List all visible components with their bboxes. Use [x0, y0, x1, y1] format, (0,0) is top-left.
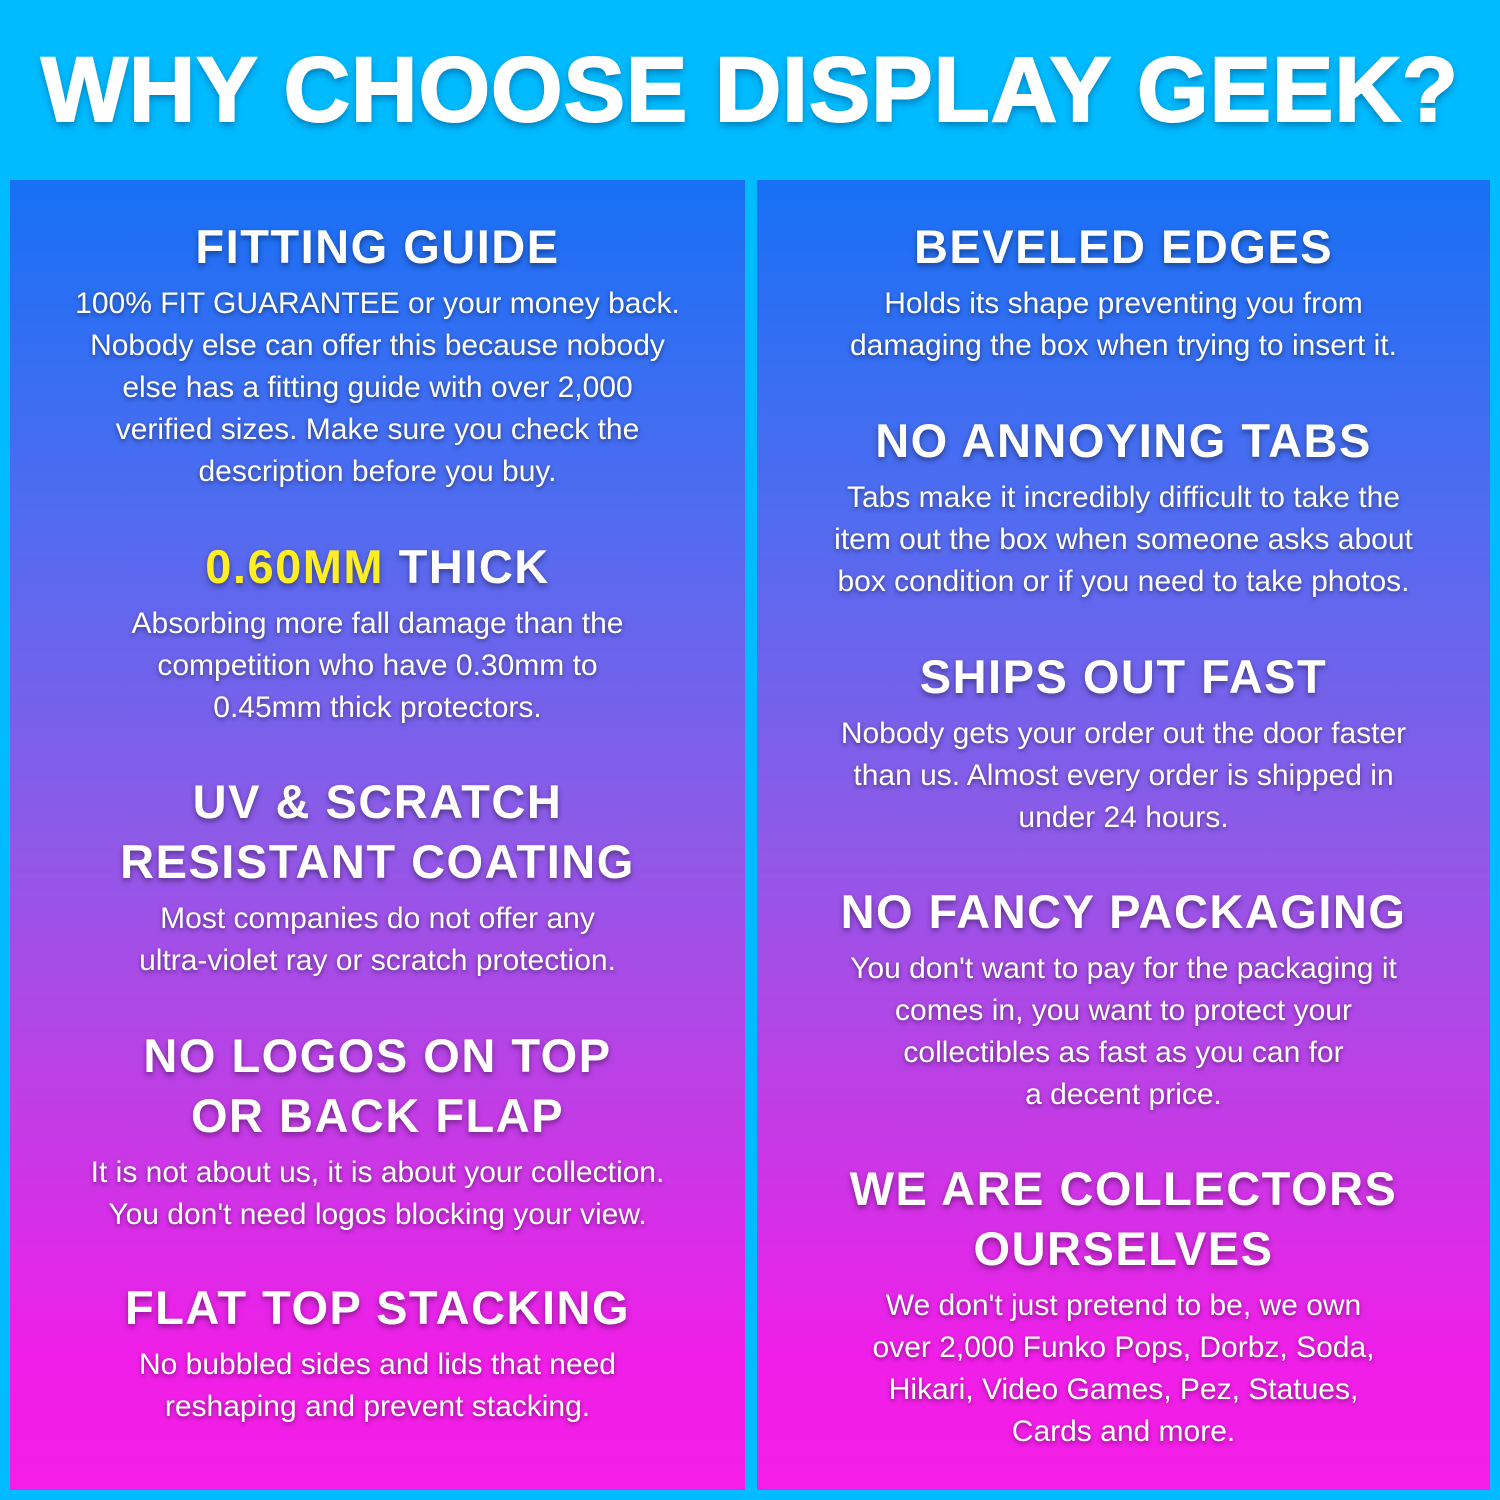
feature-description-line: over 2,000 Funko Pops, Dorbz, Soda, — [872, 1331, 1375, 1364]
feature-description-line: Nobody gets your order out the door fast… — [840, 717, 1407, 750]
feature-description-line: damaging the box when trying to insert i… — [850, 329, 1397, 362]
feature-description: Holds its shape preventing you from damag… — [757, 283, 1490, 367]
feature-heading: FITTING GUIDE — [10, 217, 745, 277]
feature-heading-text: THICK — [398, 540, 550, 593]
feature-section: FLAT TOP STACKING No bubbled sides and li… — [10, 1278, 745, 1428]
feature-heading-line: NO FANCY PACKAGING — [757, 882, 1490, 942]
feature-heading-text: NO ANNOYING TABS — [875, 414, 1372, 467]
feature-heading-text: FITTING GUIDE — [195, 220, 560, 273]
feature-heading: FLAT TOP STACKING — [10, 1278, 745, 1338]
feature-description-line: 100% FIT GUARANTEE or your money back. — [75, 287, 680, 320]
feature-description: Absorbing more fall damage than the compe… — [10, 603, 745, 729]
feature-description-line: than us. Almost every order is shipped i… — [853, 759, 1394, 792]
feature-description-line: Nobody else can offer this because nobod… — [90, 329, 665, 362]
feature-section: NO FANCY PACKAGING You don't want to pay … — [757, 882, 1490, 1116]
feature-heading-line: 0.60MM THICK — [10, 537, 745, 597]
feature-description: You don't want to pay for the packaging … — [757, 948, 1490, 1116]
feature-heading-line: FLAT TOP STACKING — [10, 1278, 745, 1338]
feature-description-line: item out the box when someone asks about — [834, 523, 1413, 556]
feature-description: We don't just pretend to be, we own over … — [757, 1285, 1490, 1453]
feature-description-line: Absorbing more fall damage than the — [131, 607, 624, 640]
feature-heading: UV & SCRATCH RESISTANT COATING — [10, 772, 745, 892]
feature-heading-text: UV & SCRATCH — [192, 775, 563, 828]
feature-heading: 0.60MM THICK — [10, 537, 745, 597]
feature-section: 0.60MM THICK Absorbing more fall damage t… — [10, 537, 745, 729]
feature-description-line: ultra-violet ray or scratch protection. — [139, 944, 616, 977]
feature-description-line: We don't just pretend to be, we own — [885, 1289, 1362, 1322]
feature-description: No bubbled sides and lids that need resha… — [10, 1344, 745, 1428]
feature-description-line: collectibles as fast as you can for — [903, 1036, 1344, 1069]
feature-description-line: description before you buy. — [198, 455, 557, 488]
feature-description-line: Tabs make it incredibly difficult to tak… — [846, 481, 1401, 514]
feature-heading-line: RESISTANT COATING — [10, 832, 745, 892]
feature-description-line: under 24 hours. — [1018, 801, 1229, 834]
feature-description-line: Cards and more. — [1011, 1415, 1236, 1448]
feature-heading: NO FANCY PACKAGING — [757, 882, 1490, 942]
feature-heading-text: OURSELVES — [973, 1222, 1274, 1275]
feature-heading: WE ARE COLLECTORS OURSELVES — [757, 1159, 1490, 1279]
feature-section: WE ARE COLLECTORS OURSELVES We don't just … — [757, 1159, 1490, 1453]
feature-section: UV & SCRATCH RESISTANT COATING Most compan… — [10, 772, 745, 982]
feature-heading-text: RESISTANT COATING — [120, 835, 635, 888]
feature-description: It is not about us, it is about your col… — [10, 1152, 745, 1236]
feature-description-line: else has a fitting guide with over 2,000 — [122, 371, 633, 404]
page-title: WHY CHOOSE DISPLAY GEEK? — [40, 38, 1459, 142]
feature-heading-line: FITTING GUIDE — [10, 217, 745, 277]
feature-description-line: verified sizes. Make sure you check the — [115, 413, 640, 446]
feature-heading-text: SHIPS OUT FAST — [919, 650, 1328, 703]
feature-description-line: 0.45mm thick protectors. — [213, 691, 542, 724]
feature-heading: SHIPS OUT FAST — [757, 647, 1490, 707]
feature-section: FITTING GUIDE 100% FIT GUARANTEE or your … — [10, 217, 745, 493]
feature-description-line: Hikari, Video Games, Pez, Statues, — [888, 1373, 1359, 1406]
feature-heading-line: SHIPS OUT FAST — [757, 647, 1490, 707]
feature-section: NO LOGOS ON TOP OR BACK FLAP It is not abo… — [10, 1026, 745, 1236]
feature-section: SHIPS OUT FAST Nobody gets your order out… — [757, 647, 1490, 839]
feature-heading-text: FLAT TOP STACKING — [124, 1281, 631, 1334]
feature-description-line: competition who have 0.30mm to — [157, 649, 598, 682]
feature-description: Most companies do not offer any ultra-vio… — [10, 898, 745, 982]
feature-heading-line: OR BACK FLAP — [10, 1086, 745, 1146]
feature-description-line: You don't need logos blocking your view. — [108, 1198, 647, 1231]
feature-description-line: No bubbled sides and lids that need — [138, 1348, 616, 1381]
feature-description-line: box condition or if you need to take pho… — [837, 565, 1410, 598]
feature-description-line: a decent price. — [1025, 1078, 1222, 1111]
feature-heading: NO ANNOYING TABS — [757, 411, 1490, 471]
right-feature-panel: BEVELED EDGES Holds its shape preventing … — [757, 180, 1490, 1490]
feature-description-line: You don't want to pay for the packaging … — [850, 952, 1397, 985]
feature-heading-text: OR BACK FLAP — [190, 1089, 565, 1142]
feature-description: Nobody gets your order out the door fast… — [757, 713, 1490, 839]
feature-description-line: Holds its shape preventing you from — [884, 287, 1363, 320]
feature-heading-line: NO LOGOS ON TOP — [10, 1026, 745, 1086]
feature-description-line: reshaping and prevent stacking. — [164, 1390, 591, 1423]
feature-heading-line: UV & SCRATCH — [10, 772, 745, 832]
feature-heading-highlight: 0.60MM — [205, 540, 385, 593]
feature-description-line: comes in, you want to protect your — [895, 994, 1352, 1027]
feature-description-line: It is not about us, it is about your col… — [90, 1156, 665, 1189]
feature-section: NO ANNOYING TABS Tabs make it incredibly … — [757, 411, 1490, 603]
feature-heading-text: NO FANCY PACKAGING — [840, 885, 1407, 938]
feature-heading-line: BEVELED EDGES — [757, 217, 1490, 277]
feature-description: 100% FIT GUARANTEE or your money back. No… — [10, 283, 745, 493]
feature-heading-text: WE ARE COLLECTORS — [849, 1162, 1398, 1215]
feature-heading-line: NO ANNOYING TABS — [757, 411, 1490, 471]
left-feature-panel: FITTING GUIDE 100% FIT GUARANTEE or your … — [10, 180, 745, 1490]
feature-heading-text: NO LOGOS ON TOP — [143, 1029, 612, 1082]
feature-section: BEVELED EDGES Holds its shape preventing … — [757, 217, 1490, 367]
feature-description-line: Most companies do not offer any — [160, 902, 595, 935]
feature-heading-text: BEVELED EDGES — [913, 220, 1334, 273]
feature-heading: NO LOGOS ON TOP OR BACK FLAP — [10, 1026, 745, 1146]
feature-description: Tabs make it incredibly difficult to tak… — [757, 477, 1490, 603]
feature-heading: BEVELED EDGES — [757, 217, 1490, 277]
feature-heading-line: WE ARE COLLECTORS — [757, 1159, 1490, 1219]
feature-heading-line: OURSELVES — [757, 1219, 1490, 1279]
